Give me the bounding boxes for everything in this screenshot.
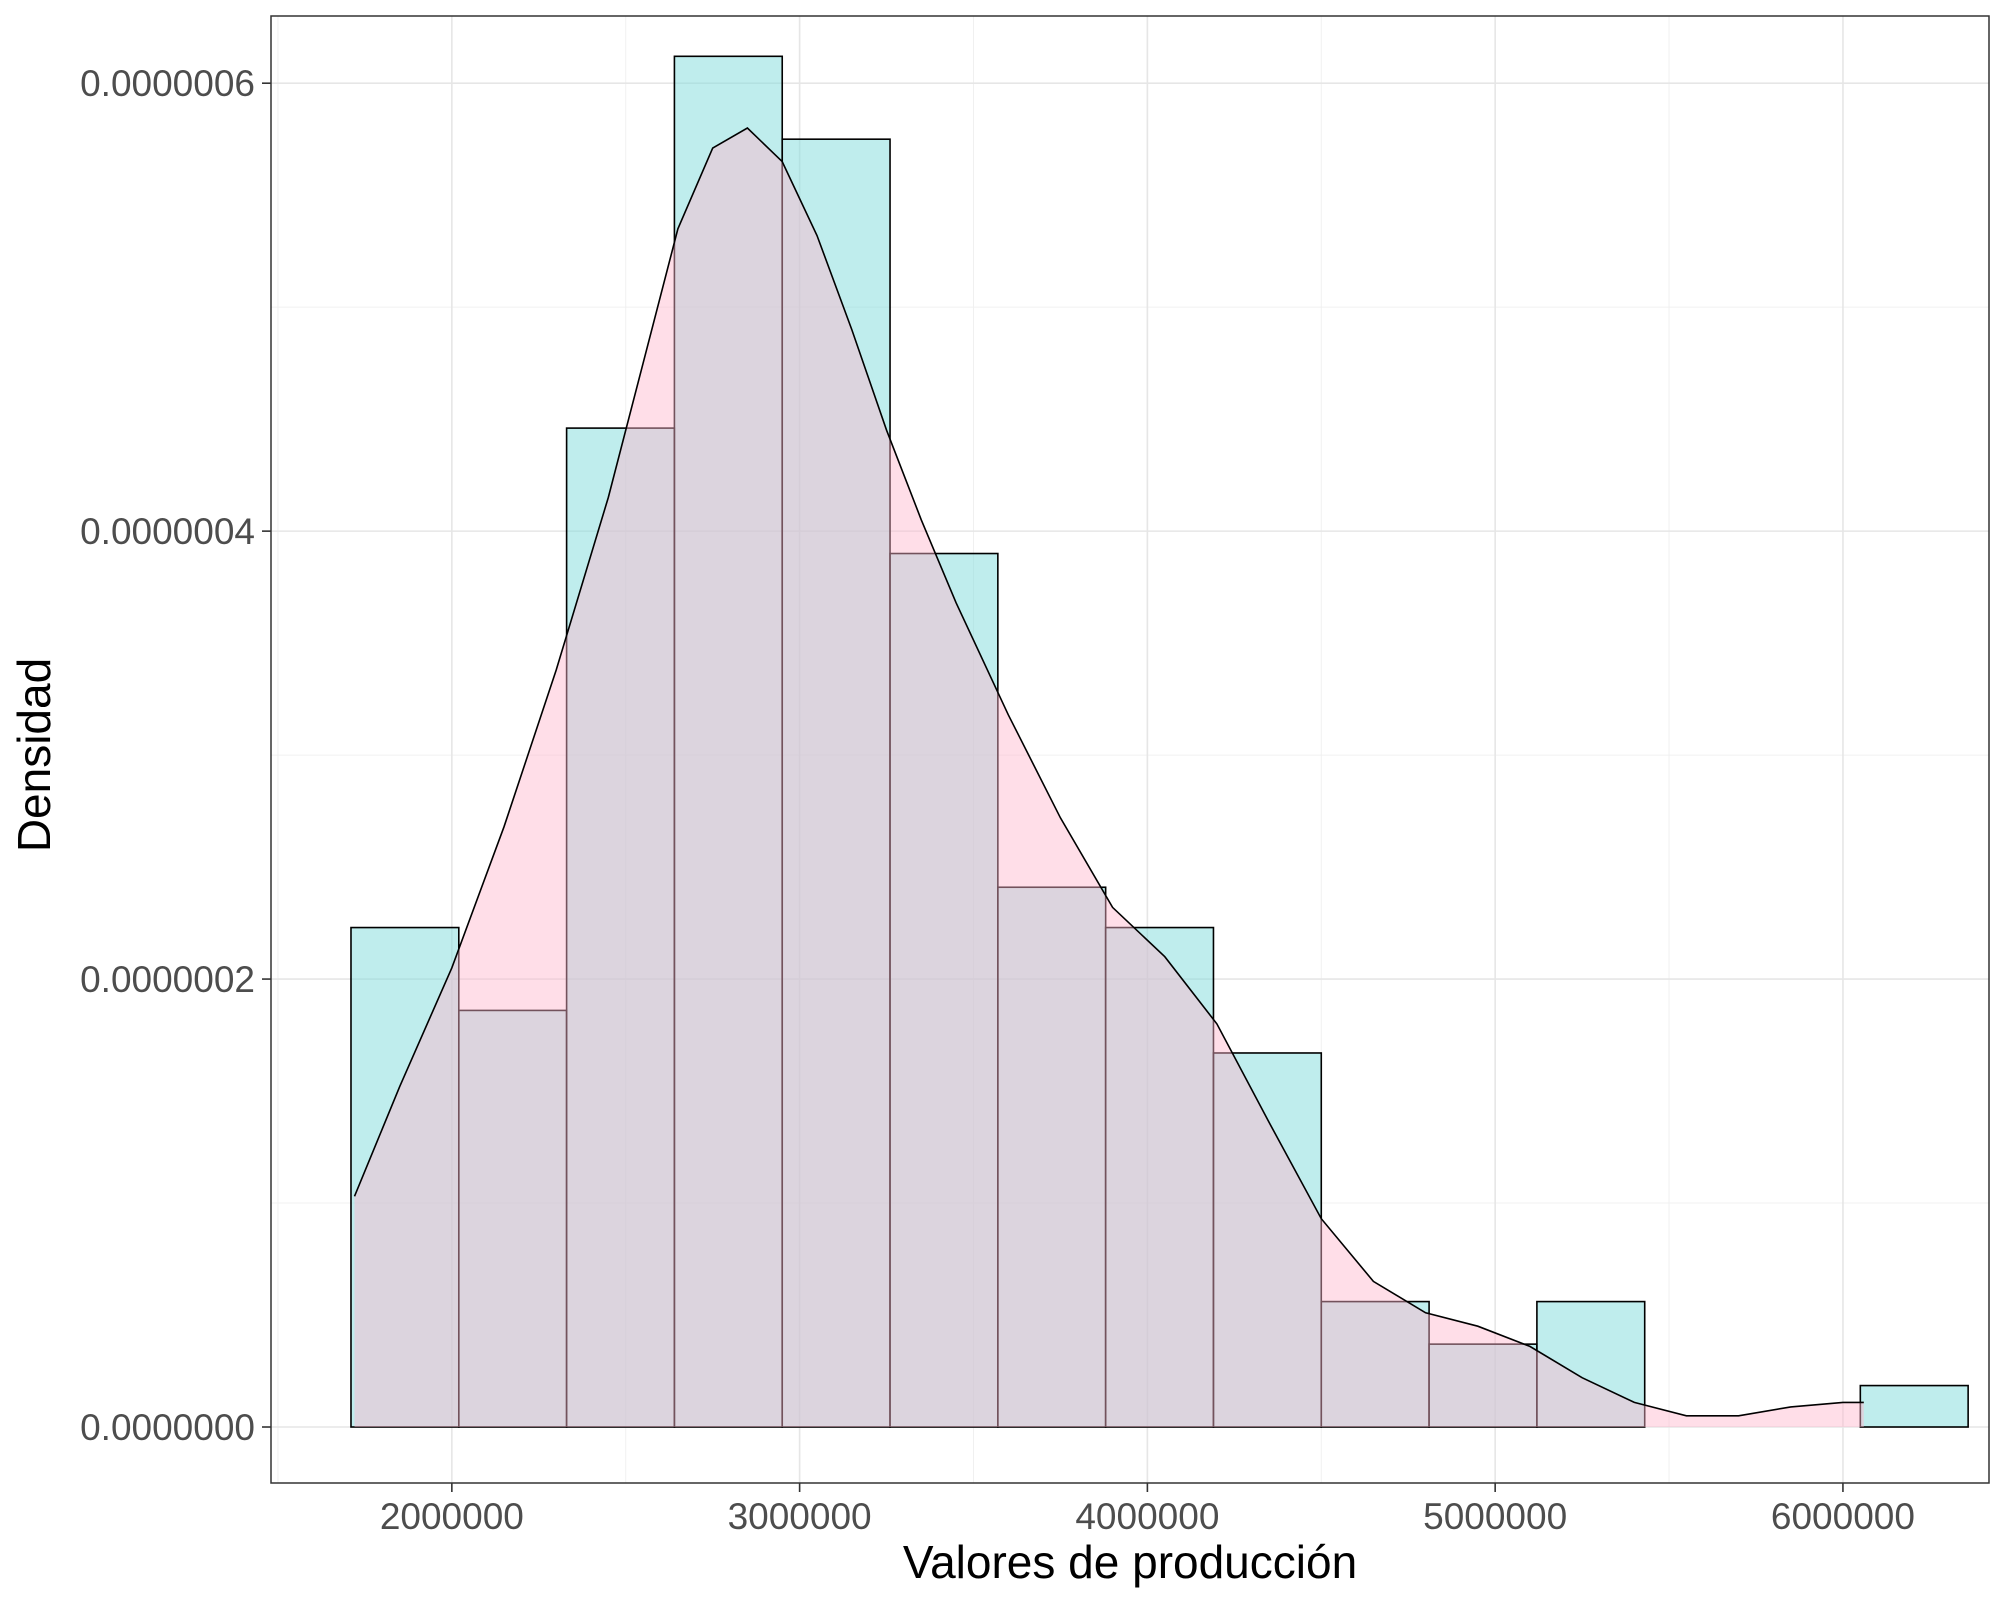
histogram-bar bbox=[997, 886, 1107, 1428]
histogram-bars bbox=[350, 55, 1969, 1428]
y-tick-label: 0.0000002 bbox=[80, 959, 255, 1000]
histogram-bar bbox=[1859, 1384, 1969, 1428]
histogram-bar bbox=[457, 1009, 568, 1428]
x-axis-ticks: 2000000 3000000 4000000 5000000 6000000 bbox=[380, 1483, 1915, 1537]
histogram-bar bbox=[889, 552, 999, 1428]
x-axis-title: Valores de producción bbox=[903, 1536, 1357, 1588]
histogram-bar bbox=[1536, 1300, 1646, 1428]
histogram-bar bbox=[565, 427, 676, 1428]
histogram-bar bbox=[1212, 1052, 1323, 1428]
x-tick-label: 6000000 bbox=[1771, 1496, 1915, 1537]
y-axis-ticks: 0.0000000 0.0000002 0.0000004 0.0000006 bbox=[80, 63, 271, 1448]
histogram-bar bbox=[1320, 1300, 1430, 1428]
y-tick-label: 0.0000004 bbox=[80, 511, 255, 552]
y-tick-label: 0.0000000 bbox=[80, 1407, 255, 1448]
x-tick-label: 2000000 bbox=[380, 1496, 524, 1537]
y-tick-label: 0.0000006 bbox=[80, 63, 255, 104]
y-axis-title: Densidad bbox=[8, 658, 60, 852]
plot-panel-border bbox=[270, 15, 1990, 1484]
density-area bbox=[354, 128, 1864, 1427]
x-tick-label: 4000000 bbox=[1075, 1496, 1219, 1537]
histogram-bar bbox=[781, 138, 891, 1428]
histogram-bar bbox=[673, 55, 784, 1428]
density-curve bbox=[353, 127, 1864, 1417]
x-tick-label: 3000000 bbox=[728, 1496, 872, 1537]
histogram-bar bbox=[350, 926, 460, 1428]
x-tick-label: 5000000 bbox=[1423, 1496, 1567, 1537]
histogram-bar bbox=[1104, 926, 1215, 1428]
density-curve-group bbox=[353, 127, 1864, 1427]
histogram-bar bbox=[1428, 1343, 1538, 1428]
